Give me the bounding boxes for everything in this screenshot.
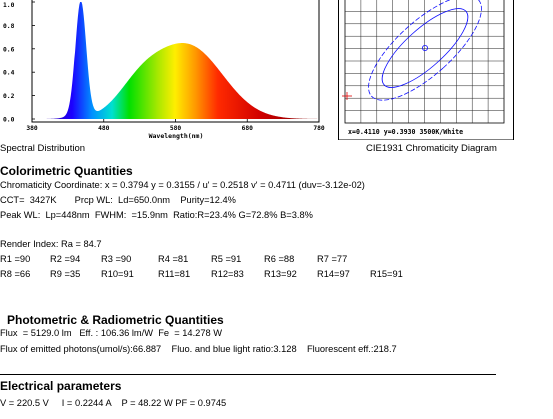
cie-chromaticity-diagram: x=0.4110 y=0.3930 3500K/White [338,0,514,140]
colorimetric-title: Colorimetric Quantities [0,164,133,178]
cie-border [338,0,514,140]
macadam-ellipse-inner [381,8,469,88]
macadam-ellipse-outer [368,0,482,101]
ri-value: R7 =77 [317,254,348,264]
section-divider [0,374,496,375]
cie-readout: x=0.4110 y=0.3930 3500K/White [348,128,463,136]
spectrum-x-tick-label: 580 [170,125,182,132]
cct-line: CCT= 3427K Prcp WL: Ld=650.0nm Purity=12… [0,195,236,205]
electrical-title: Electrical parameters [0,379,122,393]
chromaticity-coordinate: Chromaticity Coordinate: x = 0.3794 y = … [0,180,365,190]
spectrum-x-tick-label: 780 [313,125,325,132]
spectral-distribution-caption: Spectral Distribution [0,143,86,154]
ri-value: R3 =90 [101,254,132,264]
ri-value: R8 =66 [0,269,31,279]
ri-value: R14=97 [317,269,350,279]
spectrum-y-tick-label: 0.0 [3,117,15,124]
spectrum-x-axis: 380 480 580 680 780 [26,119,325,132]
ri-value: R6 =88 [264,254,295,264]
spectrum-y-tick-label: 1.0 [3,2,15,9]
spectrum-curve [32,2,319,119]
ri-value: R5 =91 [211,254,242,264]
ri-value: R4 =81 [158,254,189,264]
render-index: Render Index: Ra = 84.7 [0,239,102,249]
spectrum-y-axis: 0.0 0.2 0.4 0.6 0.8 1.0 [3,1,35,124]
electrical-values: V = 220.5 V I = 0.2244 A P = 48.22 W PF … [0,398,227,408]
spectrum-y-tick-label: 0.8 [3,23,15,30]
photon-flux-line: Flux of emitted photons(umol/s):66.887 F… [0,344,397,354]
ri-value: R10=91 [101,269,134,279]
ri-value: R15=91 [370,269,403,279]
spectral-distribution-chart: 0.0 0.2 0.4 0.6 0.8 1.0 380 480 580 680 780 Wavel… [3,0,325,140]
spectrum-x-tick-label: 680 [242,125,254,132]
spectrum-y-tick-label: 0.6 [3,46,15,53]
ri-value: R13=92 [264,269,297,279]
ri-value: R11=81 [158,269,191,279]
ri-value: R9 =35 [50,269,81,279]
spectrum-y-tick-label: 0.4 [3,70,15,77]
photometric-title: Photometric & Radiometric Quantities [7,313,224,327]
cie-diagram-caption: CIE1931 Chromaticity Diagram [366,143,497,154]
ri-value: R1 =90 [0,254,31,264]
flux-line: Flux = 5129.0 lm Eff. : 106.36 lm/W Fe =… [0,328,223,338]
peak-wavelength-line: Peak WL: Lp=448nm FWHM: =15.9nm Ratio:R=… [0,210,313,220]
ri-value: R12=83 [211,269,244,279]
target-chromaticity-point [422,45,429,52]
spectrum-x-label: Wavelength(nm) [149,132,204,140]
spectrum-x-tick-label: 480 [98,125,110,132]
spectrum-y-tick-label: 0.2 [3,93,15,100]
cie-grid [345,0,504,123]
spectrum-x-tick-label: 380 [26,125,38,132]
ri-value: R2 =94 [50,254,81,264]
